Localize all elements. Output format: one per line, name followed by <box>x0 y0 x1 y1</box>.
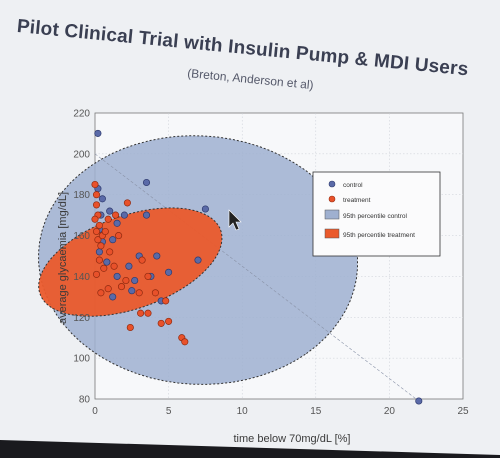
treatment-point <box>115 232 123 240</box>
x-tick-labels: 0 5 10 15 20 25 <box>92 406 469 417</box>
treatment-point <box>181 338 189 346</box>
y-axis-label: average glycaemia [mg/dL] <box>57 192 69 324</box>
control-point <box>142 178 151 187</box>
reference-line <box>94 153 420 402</box>
treatment-point <box>95 221 103 229</box>
legend-treatment-label: treatment <box>343 197 371 204</box>
control-point <box>109 293 117 301</box>
legend-item-control: control <box>328 180 363 189</box>
treatment-point <box>97 289 105 297</box>
treatment-point <box>151 289 159 297</box>
treatment-point <box>94 236 102 244</box>
x-tick-label: 25 <box>457 406 469 417</box>
control-point <box>106 207 114 215</box>
treatment-point <box>144 272 152 280</box>
control-point <box>194 256 202 264</box>
control-point <box>201 205 209 213</box>
y-tick-label: 180 <box>73 190 90 201</box>
control-point <box>153 252 161 260</box>
y-tick-label: 80 <box>79 395 91 406</box>
region-95th-percentile-treatment <box>38 207 223 317</box>
treatment-point <box>95 256 103 264</box>
legend-control-label: control <box>343 182 363 189</box>
legend-item-control-region: 95th percentile control <box>324 209 408 220</box>
legend-control-region-label: 95th percentile control <box>343 213 408 220</box>
mouse-cursor-icon <box>228 209 242 231</box>
treatment-point <box>110 262 118 270</box>
treatment-point <box>92 227 101 236</box>
x-tick-label: 10 <box>237 406 249 417</box>
treatment-point <box>92 191 101 199</box>
treatment-point <box>126 323 134 332</box>
treatment-point <box>162 297 170 305</box>
treatment-point <box>92 201 101 209</box>
treatment-point <box>144 309 152 317</box>
control-point <box>109 236 117 244</box>
treatment-point <box>91 215 99 223</box>
legend-item-treatment: treatment <box>328 195 371 204</box>
treatment-point <box>92 270 101 278</box>
control-point <box>113 219 121 227</box>
treatment-point <box>91 180 99 189</box>
control-point <box>165 268 173 276</box>
control-point <box>98 195 106 203</box>
x-tick-label: 0 <box>92 406 98 417</box>
control-point <box>125 262 133 270</box>
y-tick-label: 120 <box>73 313 90 324</box>
y-tick-labels: 80 100 120 140 160 180 200 220 <box>73 109 90 406</box>
treatment-point <box>112 211 120 219</box>
treatment-point <box>165 317 173 325</box>
legend-treatment-region-swatch <box>324 228 340 239</box>
treatment-point <box>104 285 112 293</box>
control-point <box>128 287 136 295</box>
x-tick-label: 15 <box>310 406 322 417</box>
control-point <box>120 211 128 219</box>
treatment-point <box>137 309 145 317</box>
x-tick-label: 5 <box>166 406 172 417</box>
control-point <box>95 248 103 256</box>
treatment-point <box>135 289 143 297</box>
control-point <box>94 129 102 137</box>
y-tick-label: 100 <box>73 354 90 365</box>
y-tick-label: 200 <box>73 149 90 160</box>
treatment-point <box>157 319 165 327</box>
legend-control-marker <box>328 180 336 188</box>
x-tick-label: 20 <box>384 406 396 417</box>
treatment-point <box>106 248 114 256</box>
y-tick-label: 220 <box>73 109 90 120</box>
legend-treatment-region-label: 95th percentile treatment <box>343 232 415 239</box>
legend-item-treatment-region: 95th percentile treatment <box>324 228 415 239</box>
treatment-point <box>123 199 131 207</box>
x-axis-label: time below 70mg/dL [%] <box>234 433 351 445</box>
treatment-point <box>104 215 112 223</box>
y-tick-label: 140 <box>73 272 90 283</box>
treatment-points <box>91 180 189 346</box>
legend-control-region-swatch <box>324 209 340 220</box>
y-tick-label: 160 <box>73 231 90 242</box>
control-point <box>415 397 423 405</box>
control-point <box>113 272 121 280</box>
control-point <box>142 211 151 219</box>
treatment-point <box>122 276 130 285</box>
legend: control treatment 95th percentile contro… <box>312 171 441 257</box>
control-point <box>103 258 111 266</box>
treatment-point <box>100 264 108 272</box>
treatment-point <box>138 256 146 264</box>
treatment-point <box>97 242 105 250</box>
legend-treatment-marker <box>328 195 336 203</box>
control-point <box>131 276 139 285</box>
treatment-point <box>117 283 126 291</box>
treatment-point <box>101 227 109 236</box>
